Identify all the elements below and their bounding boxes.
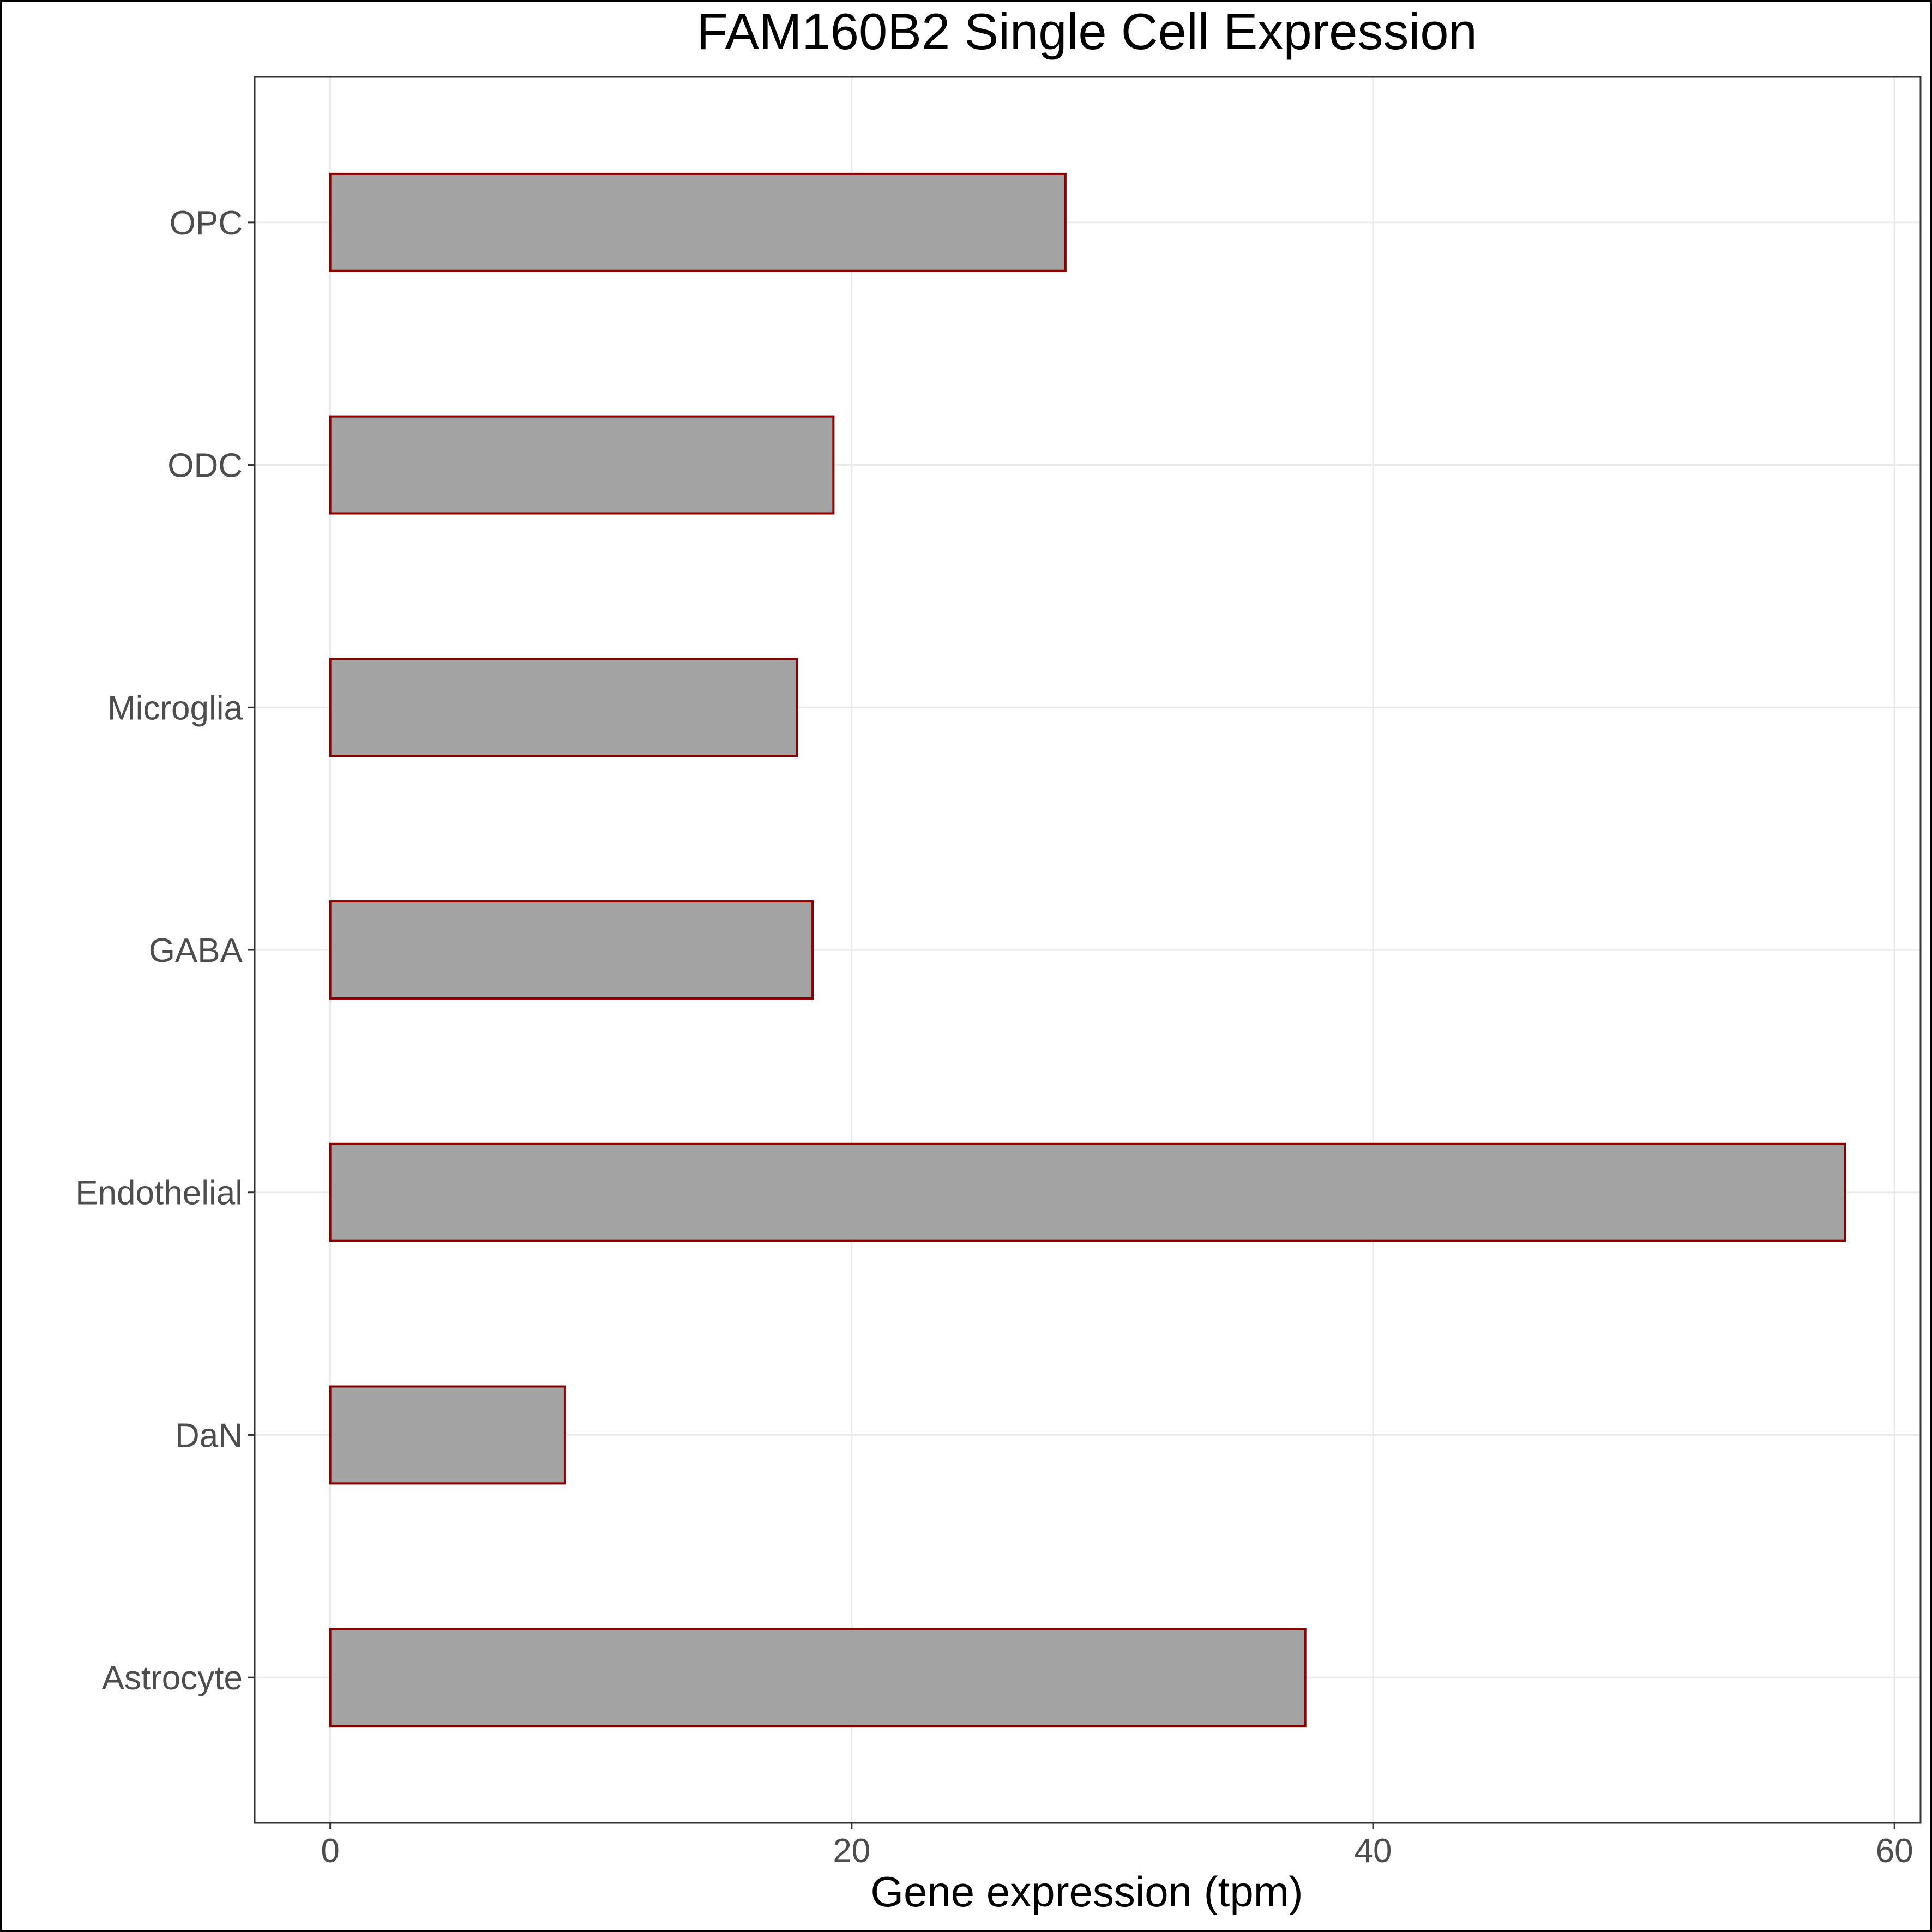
x-tick-label: 0 bbox=[321, 1832, 339, 1870]
axis-layer: 0 20 40 60 Astrocyte DaN Endothelial GABA Microg… bbox=[75, 204, 1913, 1870]
bar bbox=[329, 172, 1067, 272]
y-tick-label: DaN bbox=[175, 1417, 243, 1454]
y-tick-label: ODC bbox=[167, 447, 243, 485]
bar bbox=[329, 1385, 566, 1485]
y-tick-label: GABA bbox=[149, 932, 243, 970]
x-axis-title: Gene expression (tpm) bbox=[870, 1868, 1303, 1916]
x-tick-label: 60 bbox=[1876, 1832, 1913, 1870]
bar bbox=[329, 1142, 1846, 1242]
x-tick-label: 20 bbox=[833, 1832, 870, 1870]
x-tick-label: 40 bbox=[1355, 1832, 1392, 1870]
y-tick-label: OPC bbox=[170, 204, 243, 242]
chart-title: FAM160B2 Single Cell Expression bbox=[696, 3, 1477, 60]
bar bbox=[329, 900, 814, 1000]
y-tick-label: Microglia bbox=[107, 689, 243, 727]
bar bbox=[329, 415, 835, 515]
bar bbox=[329, 1628, 1307, 1728]
bars-layer bbox=[329, 172, 1846, 1728]
y-tick-label: Astrocyte bbox=[102, 1659, 243, 1697]
bar bbox=[329, 658, 798, 757]
y-tick-label: Endothelial bbox=[75, 1175, 243, 1212]
